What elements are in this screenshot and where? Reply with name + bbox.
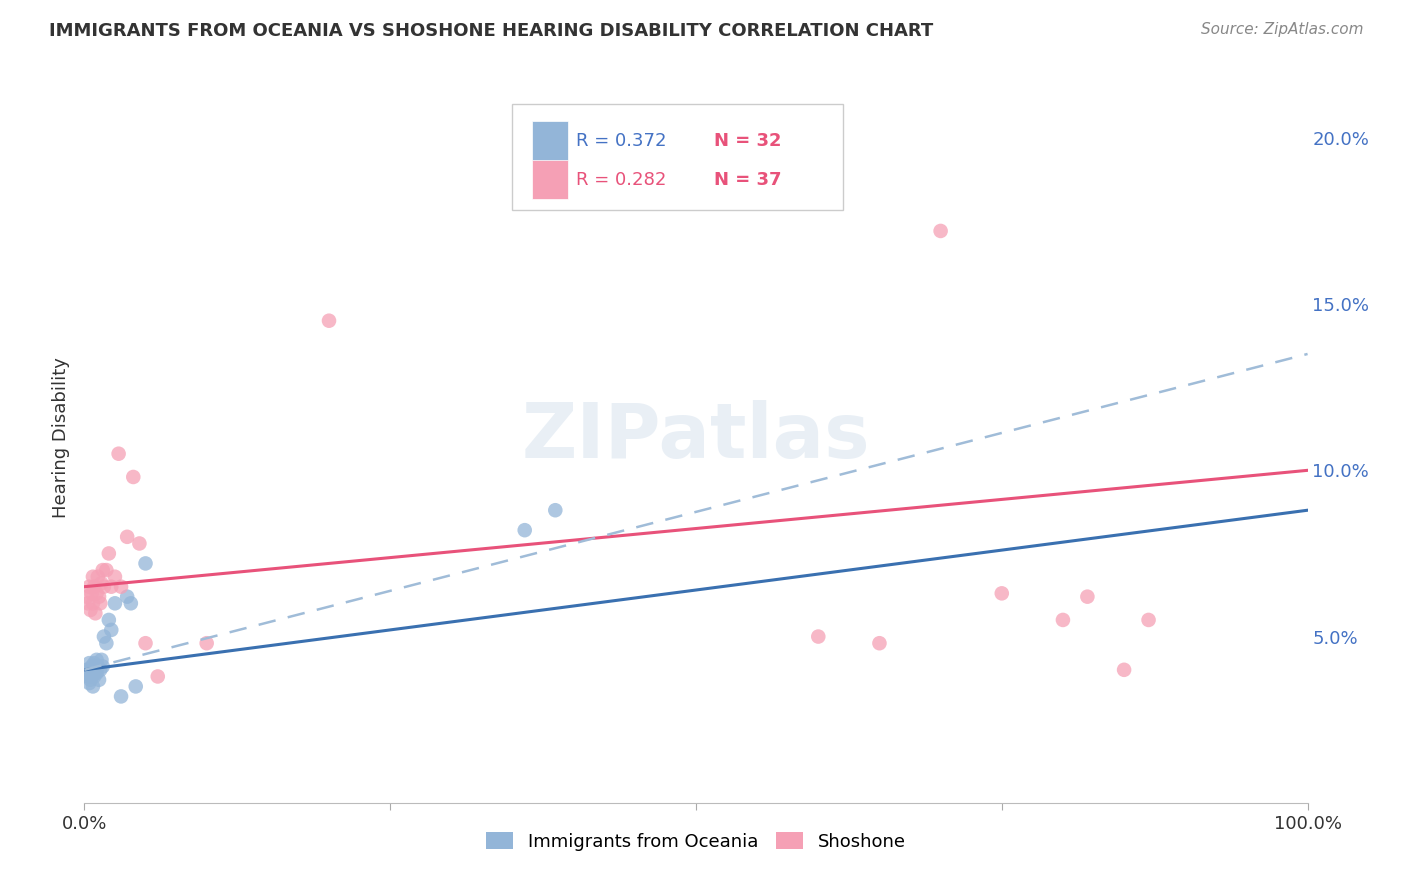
- Text: N = 37: N = 37: [714, 170, 782, 188]
- Point: [1052, 613, 1074, 627]
- Point: [80, 669, 103, 683]
- Point: [115, 530, 138, 544]
- Text: IMMIGRANTS FROM OCEANIA VS SHOSHONE HEARING DISABILITY CORRELATION CHART: IMMIGRANTS FROM OCEANIA VS SHOSHONE HEAR…: [49, 22, 934, 40]
- Point: [107, 447, 129, 461]
- Legend: Immigrants from Oceania, Shoshone: Immigrants from Oceania, Shoshone: [477, 822, 915, 860]
- Point: [84, 663, 107, 677]
- Point: [79, 673, 101, 687]
- Y-axis label: Hearing Disability: Hearing Disability: [52, 357, 70, 517]
- Text: ZIPatlas: ZIPatlas: [522, 401, 870, 474]
- Point: [146, 669, 169, 683]
- Point: [83, 656, 105, 670]
- Text: R = 0.372: R = 0.372: [576, 132, 666, 150]
- Point: [77, 676, 100, 690]
- Point: [90, 653, 112, 667]
- Point: [80, 659, 103, 673]
- Text: N = 32: N = 32: [714, 132, 782, 150]
- Point: [82, 680, 104, 694]
- Point: [82, 663, 104, 677]
- Point: [135, 557, 157, 571]
- Point: [195, 636, 218, 650]
- Point: [83, 669, 105, 683]
- Point: [544, 503, 567, 517]
- Text: R = 0.282: R = 0.282: [576, 170, 666, 188]
- Point: [991, 586, 1014, 600]
- Point: [807, 630, 830, 644]
- Point: [104, 570, 127, 584]
- Point: [80, 586, 103, 600]
- FancyBboxPatch shape: [531, 121, 568, 161]
- Point: [87, 590, 110, 604]
- Point: [89, 596, 111, 610]
- Point: [97, 613, 120, 627]
- FancyBboxPatch shape: [513, 104, 842, 211]
- Point: [87, 659, 110, 673]
- Point: [79, 666, 101, 681]
- Point: [110, 690, 132, 704]
- Point: [91, 563, 114, 577]
- Point: [1114, 663, 1136, 677]
- Point: [77, 669, 100, 683]
- Point: [77, 656, 100, 670]
- Point: [125, 680, 148, 694]
- Point: [84, 607, 107, 621]
- Point: [120, 596, 142, 610]
- Text: Source: ZipAtlas.com: Source: ZipAtlas.com: [1201, 22, 1364, 37]
- Point: [82, 596, 104, 610]
- Point: [86, 653, 108, 667]
- Point: [93, 580, 115, 594]
- Point: [89, 663, 111, 677]
- Point: [513, 523, 536, 537]
- Point: [87, 673, 110, 687]
- Point: [100, 580, 122, 594]
- Point: [1076, 590, 1098, 604]
- Point: [83, 580, 105, 594]
- FancyBboxPatch shape: [531, 160, 568, 200]
- Point: [97, 546, 120, 560]
- Point: [90, 576, 112, 591]
- Point: [128, 536, 150, 550]
- Point: [86, 586, 108, 600]
- Point: [91, 659, 114, 673]
- Point: [96, 636, 118, 650]
- Point: [77, 580, 100, 594]
- Point: [76, 590, 98, 604]
- Point: [93, 630, 115, 644]
- Point: [79, 603, 101, 617]
- Point: [318, 314, 340, 328]
- Point: [76, 663, 98, 677]
- Point: [869, 636, 891, 650]
- Point: [96, 563, 118, 577]
- Point: [110, 580, 132, 594]
- Point: [77, 596, 100, 610]
- Point: [104, 596, 127, 610]
- Point: [122, 470, 145, 484]
- Point: [1137, 613, 1160, 627]
- Point: [135, 636, 157, 650]
- Point: [82, 570, 104, 584]
- Point: [87, 570, 110, 584]
- Point: [86, 666, 108, 681]
- Point: [115, 590, 138, 604]
- Point: [100, 623, 122, 637]
- Point: [929, 224, 952, 238]
